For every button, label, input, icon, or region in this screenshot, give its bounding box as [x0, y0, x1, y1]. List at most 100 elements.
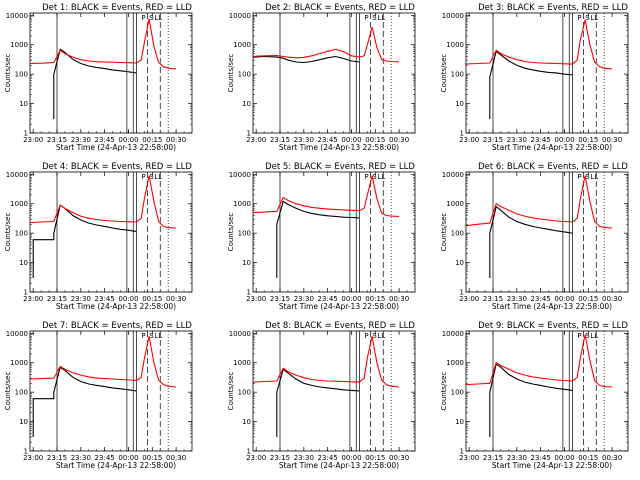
event-marker-label: S	[149, 14, 154, 22]
event-marker-label: LL	[590, 14, 598, 22]
y-tick-label: 1000	[446, 359, 464, 367]
series-lld-line	[252, 175, 400, 217]
event-marker-label: S	[585, 173, 590, 181]
panel-title: Det 1: BLACK = Events, RED = LLD	[42, 3, 192, 13]
y-tick-label: 100	[15, 71, 28, 79]
panel-title: Det 7: BLACK = Events, RED = LLD	[42, 321, 192, 331]
y-axis-label: Counts/sec	[440, 372, 448, 411]
x-tick-label: 00:00	[118, 454, 138, 462]
event-marker-label: LL	[377, 332, 385, 340]
y-tick-label: 10000	[229, 12, 251, 20]
series-lld-line	[29, 336, 177, 388]
y-tick-label: 10000	[6, 12, 28, 20]
y-tick-label: 1	[247, 448, 251, 456]
x-tick-label: 00:00	[341, 454, 361, 462]
panel-title: Det 3: BLACK = Events, RED = LLD	[478, 3, 628, 13]
x-tick-label: 23:30	[294, 295, 314, 303]
series-events-line	[276, 200, 360, 278]
y-tick-label: 10000	[442, 330, 464, 338]
event-marker-label: P	[141, 173, 145, 181]
x-tick-label: 23:30	[71, 136, 91, 144]
x-tick-label: 23:15	[483, 454, 503, 462]
y-tick-label: 10	[242, 259, 251, 267]
y-tick-label: 10	[455, 100, 464, 108]
event-marker-label: S	[372, 173, 377, 181]
x-axis-label: Start Time (24-Apr-13 22:58:00)	[279, 143, 399, 152]
x-tick-label: 23:30	[507, 295, 527, 303]
x-tick-label: 00:00	[118, 136, 138, 144]
y-tick-label: 10	[455, 259, 464, 267]
x-tick-label: 23:15	[270, 454, 290, 462]
y-tick-label: 100	[238, 230, 251, 238]
x-tick-label: 23:15	[47, 454, 67, 462]
y-tick-label: 100	[451, 389, 464, 397]
x-tick-label: 00:30	[389, 295, 409, 303]
event-marker-label: LL	[377, 173, 385, 181]
series-events-line	[489, 50, 573, 119]
y-tick-label: 100	[238, 71, 251, 79]
event-marker-label: P	[577, 14, 581, 22]
y-tick-label: 1000	[446, 200, 464, 208]
x-tick-label: 23:30	[294, 454, 314, 462]
event-marker-label: S	[585, 14, 590, 22]
y-tick-label: 1	[460, 130, 464, 138]
y-tick-label: 1000	[233, 41, 251, 49]
x-tick-label: 23:15	[483, 295, 503, 303]
y-axis-label: Counts/sec	[227, 54, 235, 93]
y-tick-label: 1	[247, 130, 251, 138]
event-marker-label: P	[141, 14, 145, 22]
y-tick-label: 100	[238, 389, 251, 397]
y-tick-label: 10	[19, 418, 28, 426]
x-tick-label: 00:15	[365, 136, 385, 144]
detector-panel-5: Det 5: BLACK = Events, RED = LLD 1 10 100 10…	[227, 162, 416, 311]
series-events-line	[32, 204, 137, 278]
y-tick-label: 1	[460, 289, 464, 297]
series-events-line	[252, 55, 360, 64]
x-tick-label: 00:00	[554, 454, 574, 462]
x-tick-label: 00:00	[554, 295, 574, 303]
x-tick-label: 00:30	[166, 136, 186, 144]
detector-panel-3: Det 3: BLACK = Events, RED = LLD 1 10 100 10…	[440, 3, 629, 152]
x-tick-label: 00:15	[142, 136, 162, 144]
x-tick-label: 00:30	[389, 454, 409, 462]
x-tick-label: 23:30	[507, 136, 527, 144]
x-tick-label: 23:45	[318, 136, 338, 144]
x-tick-label: 00:15	[578, 454, 598, 462]
x-tick-label: 23:45	[531, 136, 551, 144]
x-tick-label: 00:00	[341, 295, 361, 303]
x-tick-label: 00:30	[166, 454, 186, 462]
y-tick-label: 10	[242, 100, 251, 108]
series-lld-line	[465, 19, 613, 70]
x-tick-label: 23:00	[246, 136, 266, 144]
panel-title: Det 5: BLACK = Events, RED = LLD	[265, 162, 415, 172]
x-axis-label: Start Time (24-Apr-13 22:58:00)	[56, 461, 176, 470]
y-tick-label: 10000	[6, 171, 28, 179]
y-tick-label: 100	[15, 230, 28, 238]
series-events-line	[53, 48, 137, 119]
x-axis-label: Start Time (24-Apr-13 22:58:00)	[492, 302, 612, 311]
y-axis-label: Counts/sec	[440, 54, 448, 93]
series-lld-line	[465, 175, 613, 229]
event-marker-label: P	[577, 173, 581, 181]
x-tick-label: 23:45	[95, 136, 115, 144]
x-axis-label: Start Time (24-Apr-13 22:58:00)	[56, 143, 176, 152]
event-marker-label: P	[364, 332, 368, 340]
event-marker-label: LL	[590, 332, 598, 340]
x-axis-label: Start Time (24-Apr-13 22:58:00)	[492, 461, 612, 470]
y-tick-label: 10	[19, 259, 28, 267]
x-tick-label: 23:00	[23, 295, 43, 303]
series-lld-line	[465, 334, 613, 388]
x-tick-label: 23:45	[318, 454, 338, 462]
x-tick-label: 00:30	[389, 136, 409, 144]
y-tick-label: 100	[451, 230, 464, 238]
series-lld-line	[29, 18, 177, 70]
series-lld-line	[29, 175, 177, 229]
x-axis-label: Start Time (24-Apr-13 22:58:00)	[56, 302, 176, 311]
x-tick-label: 23:45	[531, 295, 551, 303]
panel-title: Det 8: BLACK = Events, RED = LLD	[265, 321, 415, 331]
y-tick-label: 10	[19, 100, 28, 108]
plot-frame	[252, 171, 416, 293]
y-tick-label: 1	[460, 448, 464, 456]
x-tick-label: 23:45	[95, 295, 115, 303]
